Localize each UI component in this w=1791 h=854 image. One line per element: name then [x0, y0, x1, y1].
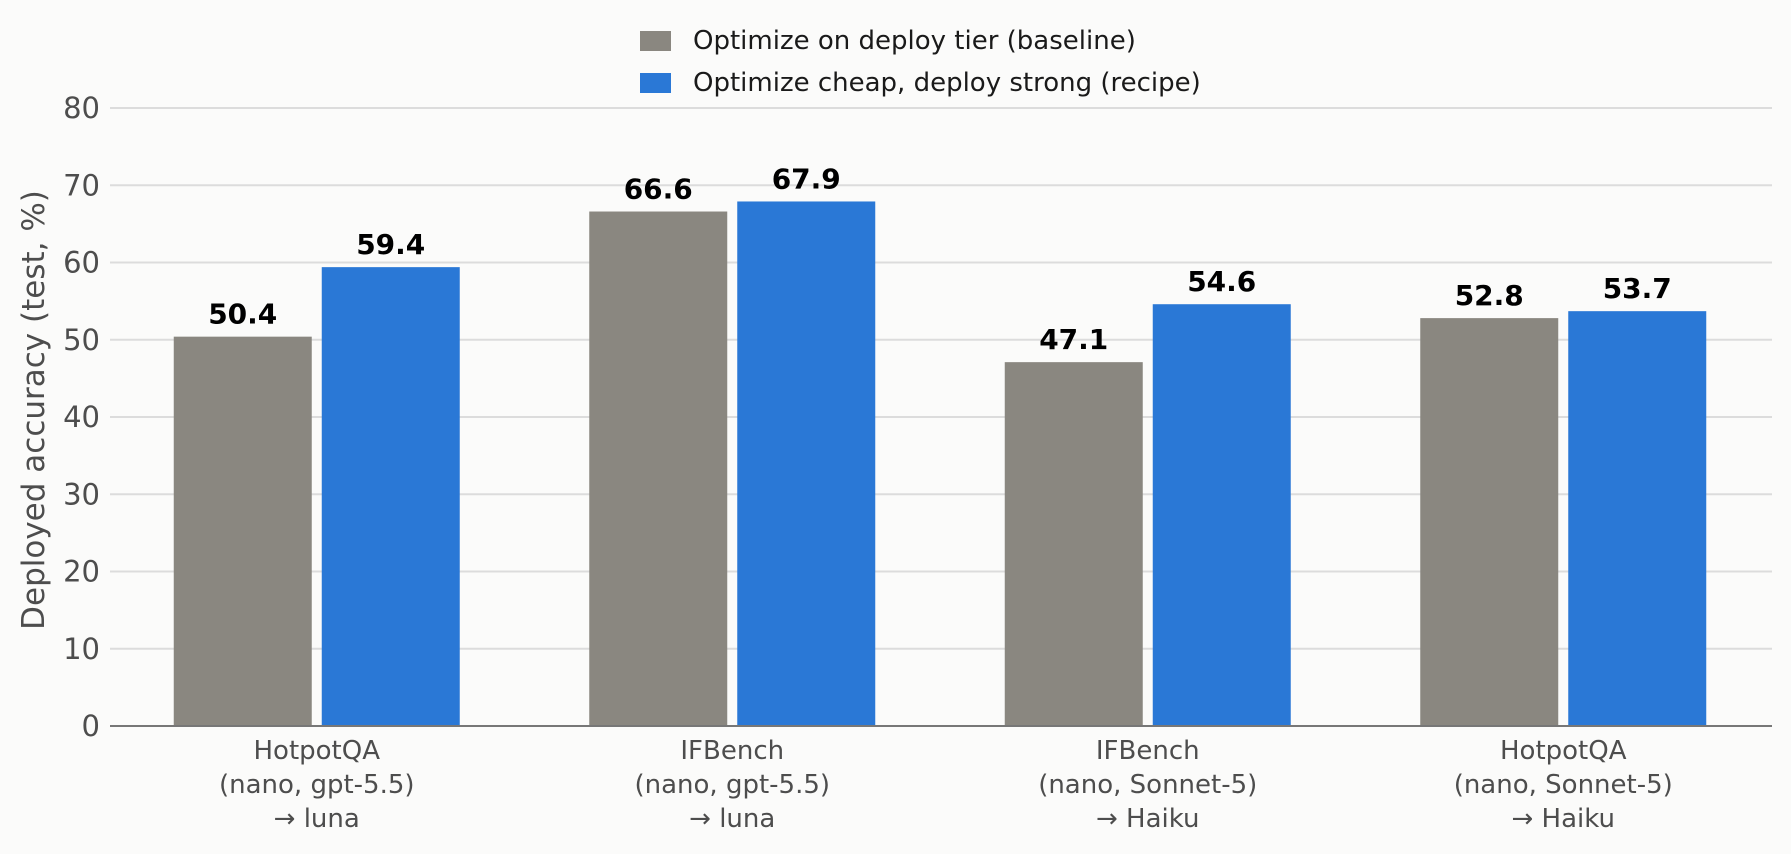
- y-tick-label: 70: [63, 168, 100, 202]
- data-label: 59.4: [356, 228, 425, 261]
- x-tick-label: (nano, Sonnet-5): [1038, 770, 1257, 800]
- y-tick-label: 50: [63, 323, 100, 357]
- bar-baseline: [173, 336, 312, 726]
- legend-swatch: [640, 31, 671, 51]
- x-tick-label: (nano, gpt-5.5): [634, 770, 830, 800]
- legend-swatch: [640, 73, 671, 93]
- data-label: 52.8: [1455, 279, 1524, 312]
- data-label: 53.7: [1603, 272, 1672, 305]
- y-tick-label: 40: [63, 400, 100, 434]
- x-tick-label: IFBench: [1096, 736, 1200, 766]
- y-tick-label: 60: [63, 246, 100, 280]
- data-label: 47.1: [1039, 323, 1108, 356]
- y-axis-ticks: 0 10 20 30 40 50 60 70 80: [63, 91, 100, 743]
- data-label: 67.9: [772, 162, 841, 195]
- x-axis-ticks: HotpotQA (nano, gpt-5.5) → luna IFBench (nan…: [219, 736, 1673, 834]
- data-label: 50.4: [208, 298, 277, 331]
- legend: Optimize on deploy tier (baseline) Optimi…: [640, 26, 1201, 98]
- data-label: 54.6: [1187, 265, 1256, 298]
- y-tick-label: 20: [63, 555, 100, 589]
- bar-recipe: [1568, 311, 1707, 726]
- bar-baseline: [1004, 362, 1143, 726]
- bar-baseline: [589, 211, 728, 726]
- legend-label: Optimize on deploy tier (baseline): [693, 26, 1136, 56]
- y-tick-label: 0: [82, 709, 100, 743]
- x-tick-label: → luna: [689, 804, 775, 834]
- bar-recipe: [1152, 304, 1291, 726]
- x-tick-label: (nano, gpt-5.5): [219, 770, 415, 800]
- bar-baseline: [1420, 318, 1559, 726]
- y-tick-label: 80: [63, 91, 100, 125]
- x-tick-label: HotpotQA: [1500, 736, 1627, 766]
- x-tick-label: → Haiku: [1512, 804, 1616, 834]
- x-tick-label: → luna: [274, 804, 360, 834]
- legend-label: Optimize cheap, deploy strong (recipe): [693, 68, 1201, 98]
- data-label: 66.6: [624, 173, 693, 206]
- bar-recipe: [321, 267, 460, 726]
- bar-recipe: [737, 201, 876, 726]
- x-tick-label: HotpotQA: [253, 736, 380, 766]
- x-tick-label: → Haiku: [1096, 804, 1200, 834]
- x-tick-label: (nano, Sonnet-5): [1454, 770, 1673, 800]
- y-axis-label: Deployed accuracy (test, %): [16, 190, 52, 630]
- y-tick-label: 10: [63, 632, 100, 666]
- y-tick-label: 30: [63, 477, 100, 511]
- x-tick-label: IFBench: [680, 736, 784, 766]
- bars: [173, 201, 1707, 726]
- data-labels: 50.4 59.4 66.6 67.9 47.1 54.6 52.8 53.7: [208, 162, 1672, 356]
